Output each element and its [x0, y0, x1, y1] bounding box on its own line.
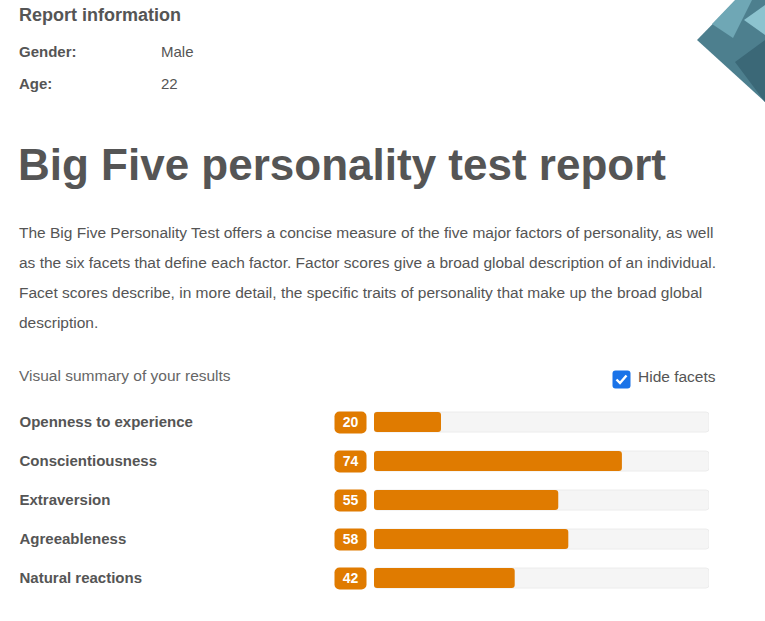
svg-text:Openness to experience: Openness to experience: [20, 413, 193, 430]
svg-text:74: 74: [343, 453, 359, 469]
html-text:Male: Male: [161, 43, 194, 60]
html-text:Gender:: Gender:: [19, 43, 77, 60]
svg-text:58: 58: [343, 531, 359, 547]
html-text:Age:: Age:: [19, 75, 53, 92]
html-text:Big Five personality test repo: Big Five personality test report: [18, 140, 666, 189]
svg-text:55: 55: [343, 492, 359, 508]
svg-text:Agreeableness: Agreeableness: [20, 530, 127, 547]
html-text:22: 22: [161, 75, 178, 92]
html-text:The Big Five Personality Test: The Big Five Personality Test offers a c…: [19, 224, 716, 331]
html-text:Visual summary of your results: Visual summary of your results: [19, 367, 231, 384]
svg-text:20: 20: [343, 414, 359, 430]
svg-text:Extraversion: Extraversion: [20, 491, 111, 508]
html-text:Report information: Report information: [19, 5, 181, 25]
html-text:Hide facets: Hide facets: [638, 368, 716, 385]
svg-text:Natural reactions: Natural reactions: [20, 569, 143, 586]
svg-text:Conscientiousness: Conscientiousness: [20, 452, 158, 469]
svg-text:42: 42: [343, 570, 359, 586]
